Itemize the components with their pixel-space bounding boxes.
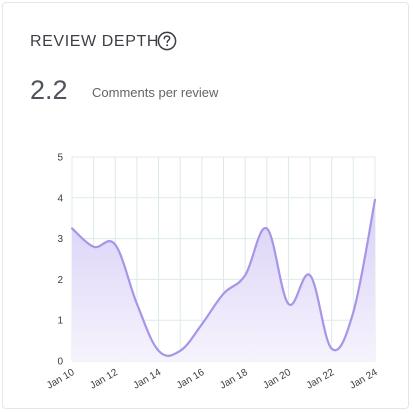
y-tick-label: 3 [57,234,63,245]
data-point [135,302,139,306]
chart-area-fill [72,199,375,361]
x-tick-label: Jan 24 [348,367,380,392]
data-point [157,349,161,353]
data-point [265,226,269,230]
data-point [373,198,377,202]
x-tick-label: Jan 22 [305,367,337,392]
x-tick-label: Jan 10 [45,367,77,392]
x-axis-ticks: Jan 10 Jan 12 Jan 14 Jan 16 Jan 18 Jan 20 Jan … [45,367,380,392]
card-title: REVIEW DEPTH [30,33,159,50]
data-point [351,310,355,314]
data-point [92,245,96,249]
chart-series-line [70,198,377,357]
data-point [200,322,204,326]
x-tick-label: Jan 16 [175,367,207,392]
data-point [222,292,226,296]
metric-value: 2.2 [30,75,68,105]
y-tick-label: 0 [57,357,63,368]
data-point [178,349,182,353]
x-tick-label: Jan 20 [261,367,293,392]
data-point [113,243,117,247]
x-tick-label: Jan 12 [88,367,120,392]
data-point [70,226,74,230]
y-tick-label: 5 [57,153,63,164]
data-point [330,347,334,351]
data-point [243,273,247,277]
data-point [308,273,312,277]
metric-label: Comments per review [92,85,219,100]
x-tick-label: Jan 18 [218,367,250,392]
y-tick-label: 1 [57,316,63,327]
y-tick-label: 4 [57,193,63,204]
y-tick-label: 2 [57,275,63,286]
y-axis-ticks: 0 1 2 3 4 5 [57,153,63,368]
data-point [286,302,290,306]
help-circle-icon[interactable] [157,31,177,51]
x-tick-label: Jan 14 [132,367,164,392]
